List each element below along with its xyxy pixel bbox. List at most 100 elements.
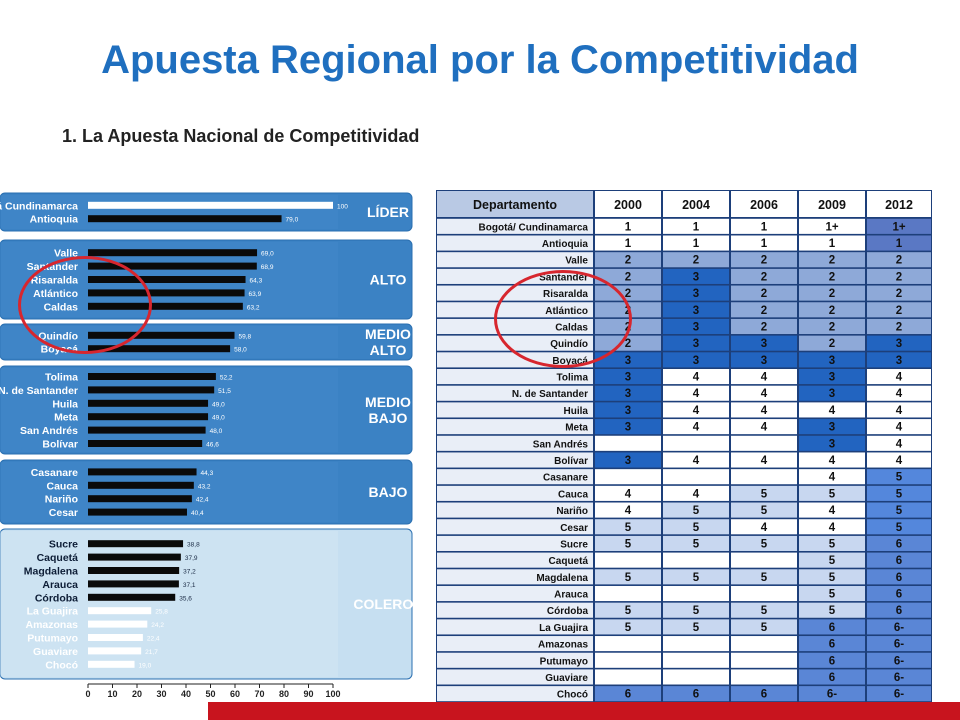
bar-value-bolivar: 46,6 (206, 442, 219, 449)
rank-value: 6 (896, 589, 902, 601)
table-cell (595, 602, 661, 618)
table-cell (595, 369, 661, 385)
bar-choco (88, 660, 135, 668)
table-cell (799, 469, 865, 485)
row-name-bolivar: Bolívar (554, 456, 588, 467)
row-name-putumayo: Putumayo (540, 656, 588, 667)
bar-la-guajira (88, 607, 152, 615)
rank-value: 3 (693, 271, 699, 283)
table-cell (437, 485, 593, 501)
rank-value: 4 (693, 388, 700, 400)
bar-risaralda (88, 276, 246, 283)
table-cell (595, 252, 661, 268)
row-name-magdalena: Magdalena (536, 573, 588, 584)
rank-value: 1 (693, 238, 700, 250)
table-cell (437, 519, 593, 535)
table-cell (663, 402, 729, 418)
table-cell (799, 402, 865, 418)
table-cell (731, 369, 797, 385)
bar-n-de-santander (88, 386, 215, 394)
rank-value: 5 (693, 605, 700, 617)
table-cell (595, 335, 661, 351)
rank-value: 2 (625, 271, 631, 283)
rank-value: 2 (761, 305, 767, 317)
bar-name-la-guajira: La Guajira (27, 606, 79, 618)
table-cell (437, 552, 593, 568)
table-cell (595, 318, 661, 335)
table-cell (867, 335, 931, 351)
table-cell (731, 385, 797, 401)
table-cell (867, 302, 931, 318)
bar-putumayo (88, 634, 143, 641)
table-cell (731, 352, 797, 368)
table-cell (595, 652, 661, 668)
table-cell (663, 252, 729, 268)
table-cell (731, 252, 797, 268)
rank-value: 5 (896, 505, 903, 517)
table-cell (867, 285, 931, 301)
rank-value: 6- (894, 689, 904, 701)
table-cell (799, 585, 865, 602)
group-label-coleros-0: COLEROS (353, 596, 422, 612)
bar-name-tolima: Tolima (45, 372, 78, 384)
table-cell (799, 235, 865, 251)
table-cell (867, 652, 931, 668)
rank-value: 5 (693, 622, 700, 634)
table-header-2000: 2000 (614, 198, 642, 212)
table-cell (663, 552, 729, 568)
table-cell (663, 602, 729, 618)
table-cell (799, 686, 865, 702)
table-cell (867, 469, 931, 485)
bar-antioquia (88, 215, 282, 223)
table-cell (663, 652, 729, 668)
bar-name-magdalena: Magdalena (24, 566, 78, 578)
rank-value: 3 (625, 455, 631, 467)
bar-value-cesar: 40,4 (191, 510, 204, 517)
table-cell (731, 318, 797, 335)
bar-value-caqueta: 37,9 (185, 555, 198, 562)
table-cell (595, 585, 661, 602)
bar-meta (88, 413, 209, 421)
table-cell (595, 552, 661, 568)
rank-value: 2 (761, 255, 767, 267)
table-cell (437, 419, 593, 435)
table-cell (799, 285, 865, 301)
bar-sucre (88, 540, 184, 548)
x-tick-label-70: 70 (254, 689, 264, 699)
rank-value: 4 (761, 522, 768, 534)
group-label-medio-bajo-1: BAJO (369, 410, 408, 426)
row-name-amazonas: Amazonas (538, 640, 588, 651)
rank-value: 6- (894, 672, 904, 684)
table-cell (731, 335, 797, 351)
rank-value: 2 (829, 255, 835, 267)
rank-value: 4 (625, 505, 632, 517)
x-tick-label-100: 100 (325, 689, 340, 699)
table-cell (799, 485, 865, 501)
table-cell (663, 485, 729, 501)
rank-value: 2 (829, 271, 835, 283)
rank-value: 3 (896, 338, 902, 350)
rank-value: 5 (896, 522, 903, 534)
bar-caldas (88, 302, 243, 310)
rank-value: 6- (894, 622, 904, 634)
rank-value: 5 (896, 472, 903, 484)
table-cell (867, 402, 931, 418)
bar-name-casanare: Casanare (31, 467, 78, 479)
table-cell (799, 619, 865, 635)
table-cell (799, 435, 865, 451)
table-cell (663, 318, 729, 335)
table-cell (731, 235, 797, 251)
bar-narino (88, 495, 192, 503)
table-cell (731, 402, 797, 418)
table-cell (663, 619, 729, 635)
table-cell (595, 619, 661, 635)
table-cell (663, 569, 729, 585)
rank-value: 1 (829, 238, 836, 250)
bar-name-san-andres: San Andrés (20, 425, 78, 437)
table-cell (867, 502, 931, 518)
table-cell (867, 419, 931, 435)
row-name-sucre: Sucre (560, 539, 588, 550)
x-tick-label-80: 80 (279, 689, 289, 699)
table-cell (731, 686, 797, 702)
bar-name-bolivar: Bolívar (42, 439, 78, 451)
